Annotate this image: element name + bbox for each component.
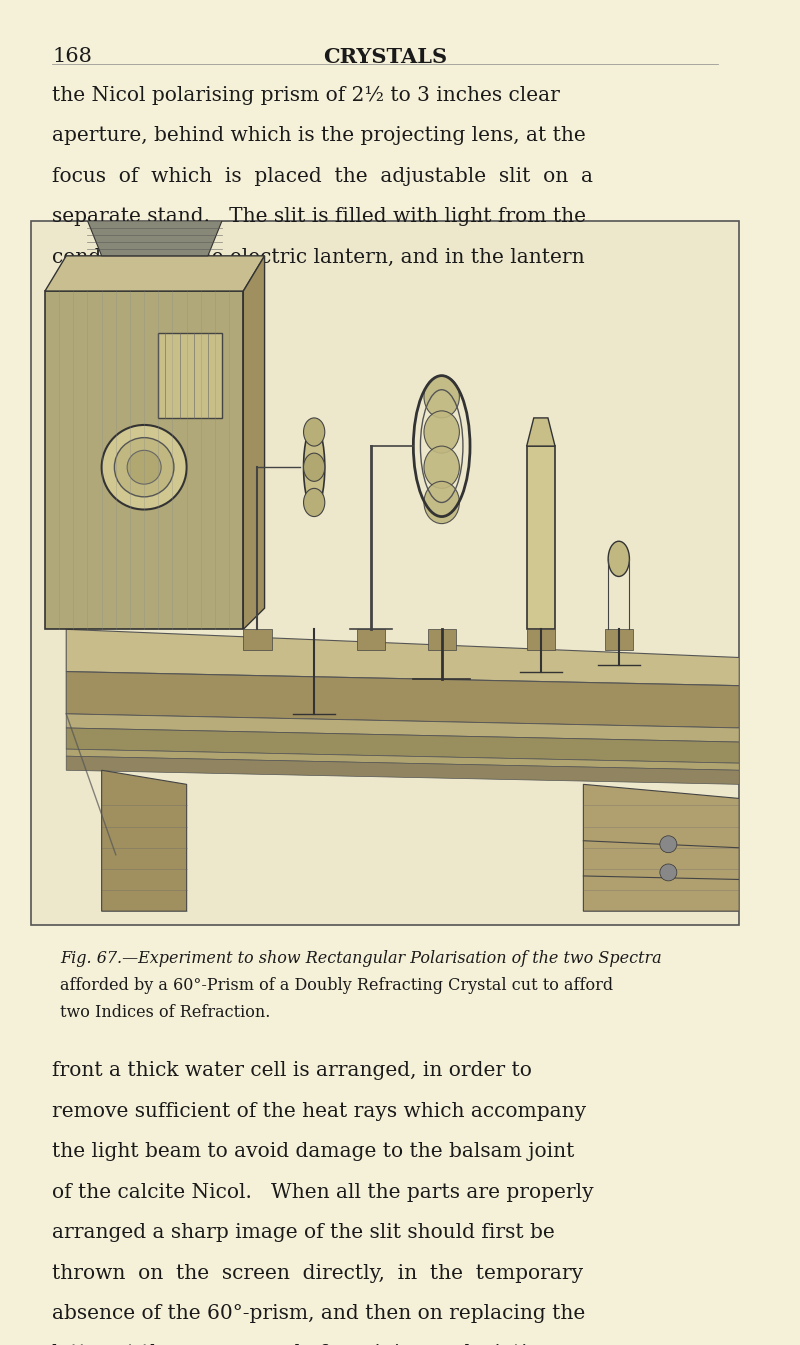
Text: the light beam to avoid damage to the balsam joint: the light beam to avoid damage to the ba… [52, 1142, 574, 1161]
Text: 168: 168 [52, 47, 92, 66]
Text: absence of the 60°-prism, and then on replacing the: absence of the 60°-prism, and then on re… [52, 1303, 586, 1323]
Text: focus  of  which  is  placed  the  adjustable  slit  on  a: focus of which is placed the adjustable … [52, 167, 594, 186]
Text: separate stand.   The slit is filled with light from the: separate stand. The slit is filled with … [52, 207, 586, 226]
Text: condenser of the electric lantern, and in the lantern: condenser of the electric lantern, and i… [52, 247, 585, 266]
Bar [32, 225, 738, 921]
Text: remove sufficient of the heat rays which accompany: remove sufficient of the heat rays which… [52, 1102, 586, 1120]
Bar [31, 221, 739, 925]
Text: afforded by a 60°-Prism of a Doubly Refracting Crystal cut to afford: afforded by a 60°-Prism of a Doubly Refr… [60, 976, 613, 994]
Text: arranged a sharp image of the slit should first be: arranged a sharp image of the slit shoul… [52, 1223, 555, 1241]
Text: the Nicol polarising prism of 2½ to 3 inches clear: the Nicol polarising prism of 2½ to 3 in… [52, 86, 560, 105]
Text: front a thick water cell is arranged, in order to: front a thick water cell is arranged, in… [52, 1061, 532, 1080]
Text: CRYSTALS: CRYSTALS [323, 47, 447, 66]
Text: of the calcite Nicol.   When all the parts are properly: of the calcite Nicol. When all the parts… [52, 1182, 594, 1201]
Text: aperture, behind which is the projecting lens, at the: aperture, behind which is the projecting… [52, 126, 586, 145]
Text: thrown  on  the  screen  directly,  in  the  temporary: thrown on the screen directly, in the te… [52, 1263, 583, 1283]
Text: two Indices of Refraction.: two Indices of Refraction. [60, 1003, 270, 1021]
Text: Fig. 67.—Experiment to show Rectangular Polarisation of the two Spectra: Fig. 67.—Experiment to show Rectangular … [60, 950, 662, 967]
